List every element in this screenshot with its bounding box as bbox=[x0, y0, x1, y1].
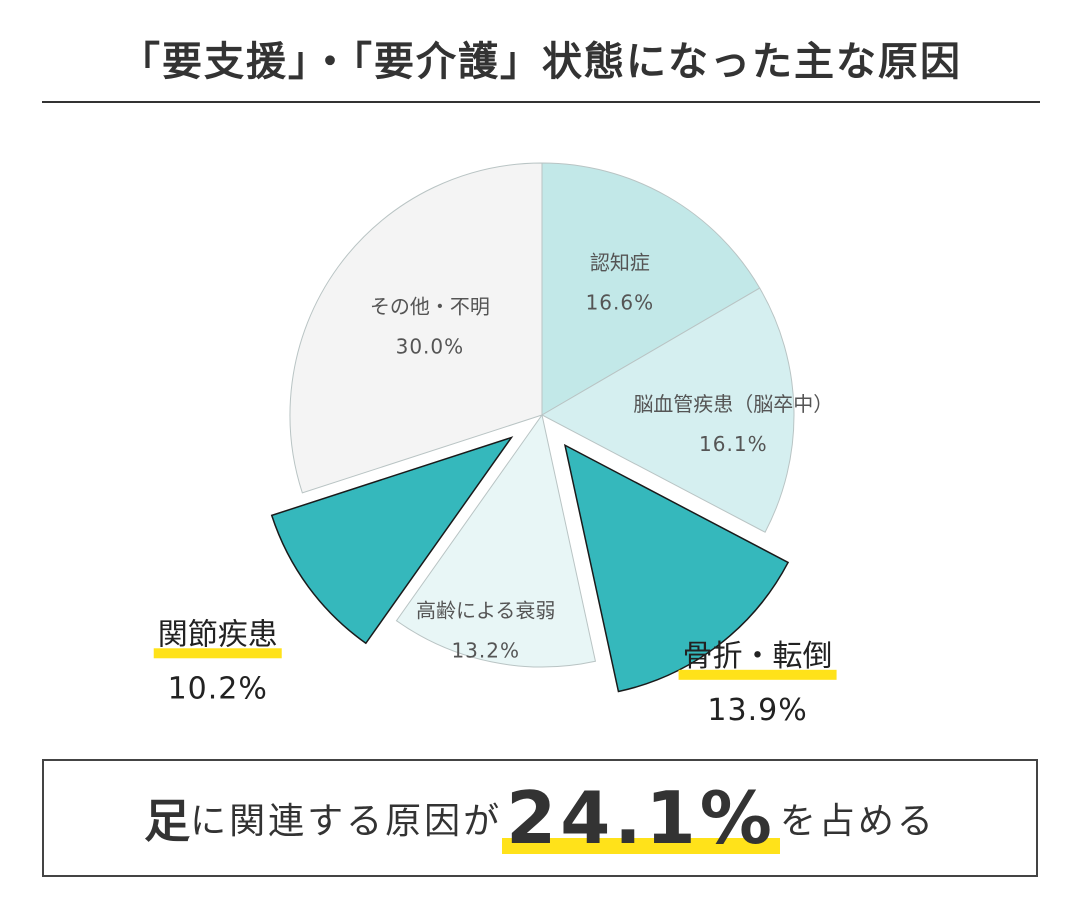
slice-highlight-fracture-fall bbox=[678, 669, 837, 680]
slice-label-cerebrovascular: 脳血管疾患（脳卒中） 16.1% bbox=[633, 392, 833, 456]
summary-text: 足 に関連する原因が 24.1% を占める bbox=[44, 761, 1036, 875]
pie-slice-dementia bbox=[541, 162, 761, 416]
slice-label-dementia: 認知症 16.6% bbox=[586, 251, 655, 315]
slice-name-other: その他・不明 bbox=[370, 295, 490, 319]
slice-label-joint-disease: 関節疾患 10.2% bbox=[153, 617, 282, 706]
summary-percentage: 24.1% bbox=[502, 776, 780, 860]
summary-part-2: に関連する原因が bbox=[190, 801, 503, 842]
slice-value-fracture-fall: 13.9% bbox=[707, 693, 807, 728]
summary-number: 24.1 bbox=[506, 776, 700, 860]
slice-name-cerebrovascular: 脳血管疾患（脳卒中） bbox=[633, 392, 833, 416]
slice-label-fracture-fall: 骨折・転倒 13.9% bbox=[678, 639, 837, 728]
slice-name-dementia: 認知症 bbox=[590, 251, 650, 275]
pie-slice-joint-disease bbox=[270, 436, 514, 645]
summary-percent-sign: % bbox=[699, 776, 776, 860]
slice-highlight-joint-disease bbox=[153, 648, 282, 659]
pie-slice-cerebrovascular bbox=[540, 287, 795, 533]
slice-label-frailty: 高齢による衰弱 13.2% bbox=[416, 598, 555, 662]
slice-value-other: 30.0% bbox=[396, 335, 465, 359]
chart-title: 「要支援」・「要介護」状態になった主な原因 bbox=[120, 39, 962, 85]
slice-value-dementia: 16.6% bbox=[586, 291, 655, 315]
slice-value-frailty: 13.2% bbox=[451, 638, 520, 662]
slice-label-other: その他・不明 30.0% bbox=[370, 295, 490, 359]
slice-value-cerebrovascular: 16.1% bbox=[699, 432, 768, 456]
slice-value-joint-disease: 10.2% bbox=[168, 671, 268, 706]
slice-name-frailty: 高齢による衰弱 bbox=[416, 598, 555, 622]
pie-slice-other bbox=[289, 162, 543, 494]
summary-part-3: を占める bbox=[779, 801, 936, 842]
summary-part-1: 足 bbox=[144, 794, 191, 848]
title-divider bbox=[42, 101, 1040, 103]
summary-highlight bbox=[502, 838, 780, 854]
pie-chart: 認知症 16.6% 脳血管疾患（脳卒中） 16.1% 骨折・転倒 13.9% 高齢による衰弱… bbox=[153, 162, 837, 728]
pie-slice-fracture-fall bbox=[563, 443, 790, 693]
slice-name-joint-disease: 関節疾患 bbox=[158, 617, 278, 652]
pie-slice-frailty bbox=[395, 413, 597, 668]
summary-box: 足 に関連する原因が 24.1% を占める bbox=[42, 759, 1038, 877]
slice-name-fracture-fall: 骨折・転倒 bbox=[683, 639, 833, 674]
